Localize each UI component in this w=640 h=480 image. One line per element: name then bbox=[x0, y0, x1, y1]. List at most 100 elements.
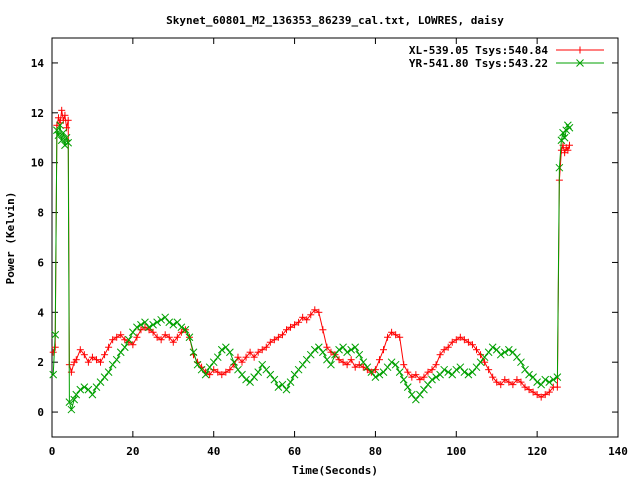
data-point bbox=[497, 381, 505, 389]
data-point bbox=[492, 345, 501, 354]
data-point bbox=[109, 336, 117, 344]
series-1 bbox=[49, 121, 574, 414]
data-point bbox=[157, 336, 165, 344]
data-point bbox=[210, 366, 218, 374]
data-point bbox=[355, 361, 363, 369]
data-point bbox=[436, 370, 444, 379]
data-point bbox=[185, 333, 194, 342]
data-point bbox=[58, 106, 66, 114]
data-point bbox=[565, 123, 574, 132]
data-point bbox=[209, 358, 218, 367]
data-point bbox=[65, 398, 74, 406]
y-tick-label: 0 bbox=[37, 406, 44, 419]
data-point bbox=[88, 390, 97, 399]
data-point bbox=[452, 365, 461, 374]
data-point bbox=[553, 373, 562, 382]
data-point bbox=[61, 111, 69, 119]
data-point bbox=[51, 330, 60, 339]
data-point bbox=[221, 343, 230, 352]
data-point bbox=[64, 138, 73, 147]
data-point bbox=[424, 368, 432, 376]
series-line-1 bbox=[52, 124, 570, 412]
data-point bbox=[477, 351, 485, 359]
data-point bbox=[214, 368, 222, 376]
data-point bbox=[197, 365, 206, 374]
data-point bbox=[525, 386, 533, 394]
data-point bbox=[529, 373, 537, 382]
axis-ticks: 0 20 40 60 80 100 120 140 0 2 4 6 8 10 12 14 bbox=[31, 38, 628, 458]
data-point bbox=[460, 368, 469, 377]
data-point bbox=[129, 341, 137, 349]
data-point bbox=[564, 121, 572, 130]
data-point bbox=[545, 378, 554, 386]
data-point bbox=[323, 343, 331, 351]
data-point bbox=[412, 371, 420, 379]
data-point bbox=[165, 318, 174, 327]
data-point bbox=[117, 331, 125, 339]
data-point bbox=[444, 343, 452, 351]
data-point bbox=[565, 141, 573, 149]
data-point bbox=[250, 353, 258, 361]
data-point bbox=[537, 393, 545, 401]
data-point bbox=[347, 345, 356, 354]
data-point bbox=[521, 383, 529, 391]
data-point bbox=[72, 390, 81, 399]
data-point bbox=[331, 350, 339, 359]
data-point bbox=[238, 370, 246, 379]
data-point bbox=[303, 316, 311, 324]
data-point bbox=[157, 315, 166, 324]
data-point bbox=[315, 308, 323, 316]
data-point bbox=[206, 371, 214, 379]
data-point bbox=[384, 333, 392, 341]
data-point bbox=[436, 351, 444, 359]
data-point bbox=[392, 331, 400, 339]
data-point bbox=[80, 351, 88, 359]
x-tick-label: 100 bbox=[446, 445, 466, 458]
data-point bbox=[286, 378, 295, 386]
data-point bbox=[270, 336, 278, 344]
data-point bbox=[282, 326, 290, 334]
data-point bbox=[371, 366, 379, 374]
data-point bbox=[555, 163, 564, 172]
data-point bbox=[205, 363, 214, 372]
data-point bbox=[424, 380, 432, 389]
legend-swatch-xl bbox=[556, 46, 604, 54]
data-point bbox=[440, 346, 448, 354]
data-point bbox=[153, 318, 161, 327]
data-point bbox=[226, 348, 234, 357]
data-point bbox=[230, 358, 238, 367]
data-point bbox=[367, 368, 376, 377]
data-point bbox=[485, 366, 493, 374]
y-tick-label: 6 bbox=[37, 256, 44, 269]
data-point bbox=[488, 343, 497, 352]
data-point bbox=[52, 126, 61, 135]
data-point bbox=[54, 131, 63, 140]
data-point bbox=[448, 338, 456, 346]
data-point bbox=[80, 383, 89, 391]
data-point bbox=[456, 333, 464, 341]
data-point bbox=[533, 391, 541, 399]
data-point bbox=[141, 318, 149, 327]
data-point bbox=[416, 390, 424, 399]
data-point bbox=[428, 375, 436, 384]
data-point bbox=[428, 366, 436, 374]
data-point bbox=[295, 318, 303, 326]
y-tick-label: 8 bbox=[37, 207, 44, 220]
data-point bbox=[310, 345, 319, 354]
data-point bbox=[149, 320, 157, 329]
data-point bbox=[217, 345, 226, 354]
data-point bbox=[480, 353, 489, 362]
data-point bbox=[201, 370, 210, 379]
data-point bbox=[234, 353, 242, 361]
data-point bbox=[408, 373, 416, 381]
data-point bbox=[351, 343, 360, 352]
data-point bbox=[133, 323, 141, 332]
data-point bbox=[375, 356, 383, 364]
data-point bbox=[513, 353, 521, 362]
data-point bbox=[319, 348, 327, 357]
data-point bbox=[246, 378, 254, 386]
data-point bbox=[517, 378, 525, 386]
data-point bbox=[298, 360, 307, 369]
data-point bbox=[464, 338, 472, 346]
data-point bbox=[72, 356, 80, 364]
